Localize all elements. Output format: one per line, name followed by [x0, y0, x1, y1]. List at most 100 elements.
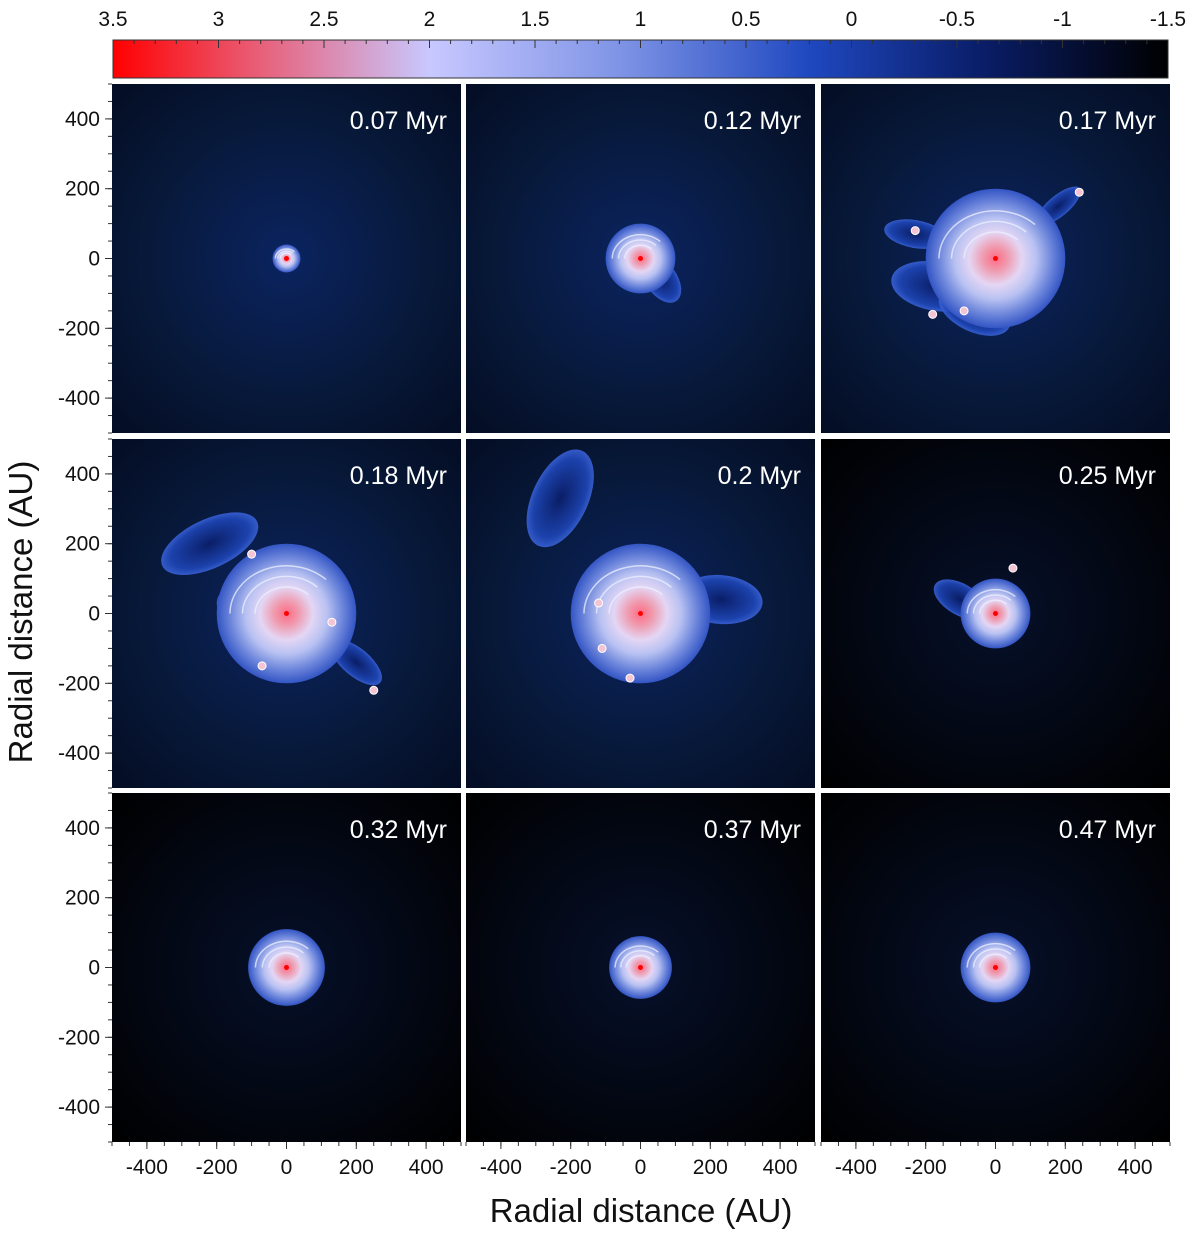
y-tick-label: 0	[88, 957, 100, 980]
y-tick-label: -200	[58, 1026, 100, 1049]
central-star	[638, 965, 643, 970]
spiral-arm	[229, 565, 327, 614]
fragment-clump	[257, 661, 267, 671]
central-star	[284, 611, 289, 616]
spiral-arm	[972, 594, 1012, 614]
central-star	[993, 965, 998, 970]
y-axis-title: Radial distance (AU)	[2, 461, 39, 764]
spiral-arm	[614, 945, 659, 968]
colorbar-tick-label: 2	[424, 8, 436, 31]
spiral-arm	[963, 231, 1018, 259]
y-tick-label: -200	[58, 317, 100, 340]
fragment-clump	[327, 617, 337, 627]
spiral-arm	[950, 220, 1027, 259]
fragment-clump	[928, 309, 938, 319]
x-tick-label: 400	[1118, 1156, 1153, 1179]
colorbar-tick-label: 0.5	[731, 8, 760, 31]
central-star	[284, 965, 289, 970]
panel: 0.37 Myr -400 -200 0 200 400	[465, 793, 816, 1179]
colorbar-tick-label: -1	[1053, 8, 1072, 31]
panel-time-label: 0.2 Myr	[718, 462, 801, 490]
spiral-arm	[276, 250, 294, 259]
y-tick-label: -400	[58, 387, 100, 410]
x-tick-label: -200	[196, 1156, 238, 1179]
spiral-arm	[966, 942, 1016, 968]
spiral-arm	[625, 954, 651, 968]
colorbar-tick-label: 2.5	[309, 8, 338, 31]
outflow-lobe	[161, 512, 259, 576]
x-tick-label: 0	[990, 1156, 1002, 1179]
panel: 0.07 Myr 400 200 0 -200 -400	[58, 83, 461, 434]
x-tick-label: 400	[763, 1156, 798, 1179]
x-tick-label: 200	[693, 1156, 728, 1179]
spiral-arm	[261, 946, 304, 968]
x-tick-label: 200	[339, 1156, 374, 1179]
y-tick-label: -400	[58, 742, 100, 765]
outflow-lobe	[526, 449, 594, 548]
spiral-arm	[966, 588, 1016, 614]
panel: 0.32 Myr 400 200 0 -200 -400 -400 -200 0 200 400	[58, 792, 462, 1179]
y-tick-label: 0	[88, 603, 100, 626]
panel-time-label: 0.18 Myr	[350, 462, 447, 490]
x-tick-label: 400	[409, 1156, 444, 1179]
panel: 0.12 Myr	[466, 84, 815, 433]
spiral-arm	[979, 599, 1007, 614]
x-tick-label: 0	[281, 1156, 293, 1179]
panel-time-label: 0.37 Myr	[704, 816, 801, 844]
colorbar-tick-label: 1	[635, 8, 647, 31]
spiral-arm	[608, 586, 663, 614]
spiral-arm	[254, 586, 309, 614]
spiral-arm	[268, 952, 300, 968]
fragment-clump	[247, 549, 257, 559]
central-star	[638, 256, 643, 261]
colorbar-tick-label: 3.5	[98, 8, 127, 31]
fragment-clump	[910, 226, 920, 236]
spiral-arm	[972, 948, 1012, 968]
fragment-clump	[1074, 187, 1084, 197]
panel-time-label: 0.07 Myr	[350, 107, 447, 135]
colorbar-tick-label: -0.5	[939, 8, 975, 31]
colorbar-tick-label: 3	[213, 8, 225, 31]
colorbar-ticks: 3.5 3 2.5 2 1.5 1 0.5 0 -0.5 -1 -1.5	[98, 8, 1186, 48]
spiral-arm	[938, 210, 1036, 259]
y-tick-label: 400	[65, 108, 100, 131]
panel-grid: 0.07 Myr 400 200 0 -200 -400 0.12 Myr 0.17 Myr 0…	[58, 83, 1171, 1179]
panel-time-label: 0.32 Myr	[350, 816, 447, 844]
fragment-clump	[369, 685, 379, 695]
fragment-clump	[597, 643, 607, 653]
colorbar-tick-label: 0	[846, 8, 858, 31]
panel: 0.17 Myr	[821, 84, 1170, 433]
central-star	[993, 256, 998, 261]
panel-time-label: 0.25 Myr	[1059, 462, 1156, 490]
spiral-arm	[274, 248, 295, 259]
central-star	[993, 611, 998, 616]
spiral-arm	[254, 940, 309, 968]
y-tick-label: -400	[58, 1096, 100, 1119]
panel: 0.25 Myr	[821, 439, 1170, 788]
y-tick-label: 0	[88, 248, 100, 271]
colorbar: 3.5 3 2.5 2 1.5 1 0.5 0 -0.5 -1 -1.5	[98, 8, 1186, 79]
x-tick-label: -400	[480, 1156, 522, 1179]
spiral-arm	[624, 244, 652, 259]
x-tick-label: 200	[1048, 1156, 1083, 1179]
panel-time-label: 0.47 Myr	[1059, 816, 1156, 844]
x-tick-label: 0	[635, 1156, 647, 1179]
colorbar-tick-label: 1.5	[520, 8, 549, 31]
fragment-clump	[959, 306, 969, 316]
y-tick-label: -200	[58, 672, 100, 695]
y-tick-label: 200	[65, 178, 100, 201]
y-tick-label: 400	[65, 463, 100, 486]
fragment-clump	[594, 598, 604, 608]
y-tick-label: 400	[65, 817, 100, 840]
y-tick-label: 200	[65, 887, 100, 910]
fragment-clump	[1008, 563, 1018, 573]
spiral-arm	[241, 575, 318, 614]
spiral-arm	[611, 233, 661, 259]
spiral-arm	[617, 239, 657, 259]
panel: 0.47 Myr -400 -200 0 200 400	[820, 793, 1171, 1179]
fragment-clump	[625, 673, 635, 683]
x-tick-label: -200	[550, 1156, 592, 1179]
spiral-arm	[583, 565, 681, 614]
panel: 0.2 Myr	[466, 439, 815, 788]
